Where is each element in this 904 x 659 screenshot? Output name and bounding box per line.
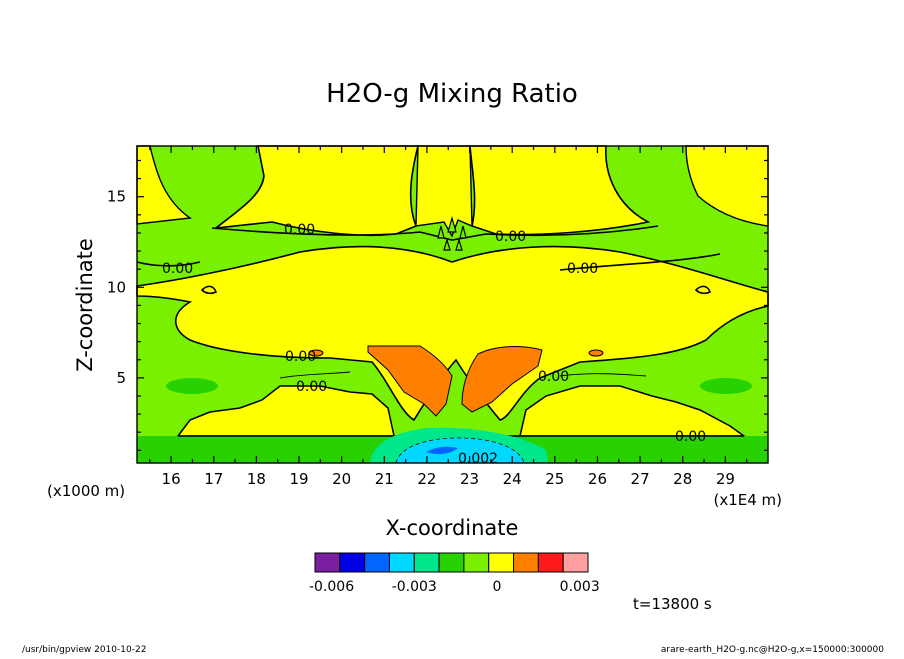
upper-left-yellow-region	[213, 145, 420, 237]
center-spikes	[437, 215, 467, 251]
color-legend: -0.006 -0.003 0 0.003	[309, 552, 600, 595]
contour-right-tick	[559, 253, 721, 271]
colorbar-tick-label: 0	[493, 579, 502, 595]
colorbar-swatch	[314, 552, 341, 573]
lower-left-yellow	[176, 385, 395, 437]
colorbar-swatch	[463, 552, 490, 573]
contour-label: 0.00	[284, 222, 315, 238]
x-tick-label: 22	[417, 470, 436, 488]
x-axis-label: X-coordinate	[386, 516, 519, 540]
y-tick-label: 15	[107, 188, 126, 206]
contour-lines	[136, 225, 721, 379]
y-tick-label: 5	[116, 369, 126, 387]
x-tick-label: 19	[289, 470, 308, 488]
contour-label: 0.00	[162, 261, 193, 277]
contour-label: 0.00	[538, 369, 569, 385]
right-corner-yellow	[685, 145, 769, 227]
contour-label: 0.00	[285, 349, 316, 365]
contour-label: 0.00	[495, 229, 526, 245]
surface-blue-core	[426, 446, 458, 455]
x-tick-label: 17	[204, 470, 223, 488]
x-tick-label: 28	[673, 470, 692, 488]
contour-label: 0.00	[675, 429, 706, 445]
x-unit-label: (x1E4 m)	[713, 491, 782, 509]
spike-c	[459, 225, 467, 239]
colorbar-swatch	[513, 552, 539, 573]
x-tick-label: 25	[545, 470, 564, 488]
y-unit-label: (x1000 m)	[47, 482, 125, 500]
small-orange-spot-left	[308, 349, 324, 357]
surface-cyan-core	[395, 437, 525, 464]
right-orange-plume	[461, 346, 543, 413]
x-tick-label: 20	[332, 470, 351, 488]
x-tick-label: 23	[460, 470, 479, 488]
left-orange-plume	[367, 345, 453, 417]
colorbar-tick-label: -0.003	[392, 579, 437, 595]
y-tick-label: 10	[107, 278, 126, 296]
colorbar-swatch	[388, 552, 415, 573]
colorbar-swatch	[562, 552, 589, 573]
x-tick-label: 29	[716, 470, 735, 488]
contour-thin-left	[279, 371, 351, 379]
spike-b	[437, 225, 445, 239]
left-corner-yellow	[136, 145, 192, 225]
green-blob-left	[166, 378, 218, 394]
x-tick-label: 16	[162, 470, 181, 488]
x-tick-label: 21	[375, 470, 394, 488]
x-tick-label: 26	[588, 470, 607, 488]
colorbar-tick-label: 0.003	[560, 579, 600, 595]
contour-label: 0.00	[296, 379, 327, 395]
contour-thin-right	[559, 373, 647, 377]
colorbar-swatch	[537, 552, 564, 573]
contour-right-loop	[694, 285, 711, 295]
footer-left: /usr/bin/gpview 2010-10-22	[22, 645, 146, 654]
y-axis-label: Z-coordinate	[73, 238, 97, 372]
contour-left-tick	[136, 261, 201, 267]
mid-yellow-band	[136, 245, 769, 422]
upper-center-yellow-region	[415, 145, 473, 238]
contour-left-loop	[200, 285, 217, 295]
x-tick-label: 24	[503, 470, 522, 488]
colorbar-tick-label: -0.006	[309, 579, 354, 595]
plot-frame	[136, 145, 769, 464]
colorbar-swatch	[438, 552, 465, 573]
chart-title: H2O-g Mixing Ratio	[326, 79, 578, 109]
colorbar-swatch	[413, 552, 440, 573]
upper-right-yellow-region	[469, 145, 651, 236]
contour-label: 0.002	[458, 451, 498, 467]
time-label: t=13800 s	[633, 595, 712, 613]
x-axis: 16 17 18 19 20 21 22 23 24 25 26 27 28 29	[149, 146, 748, 488]
spike-d	[443, 237, 451, 251]
colorbar-swatch	[488, 552, 515, 573]
contour-label: 0.00	[567, 261, 598, 277]
small-orange-spot-right	[588, 349, 604, 357]
plot-area: 0.00 0.00 0.00 0.00 0.00 0.00 0.00 0.00 …	[136, 145, 769, 467]
lower-right-yellow	[519, 385, 747, 437]
contour-upper-long	[211, 225, 659, 241]
spike-a	[447, 215, 457, 233]
green-blob-right	[700, 378, 752, 394]
footer-right: arare-earth_H2O-g.nc@H2O-g,x=150000:3000…	[661, 645, 884, 654]
spike-e	[455, 237, 463, 251]
y-axis: 5 10 15	[107, 159, 768, 451]
x-tick-label: 27	[631, 470, 650, 488]
x-tick-label: 18	[247, 470, 266, 488]
colorbar-swatch	[339, 552, 366, 573]
colorbar-swatch	[364, 552, 390, 573]
